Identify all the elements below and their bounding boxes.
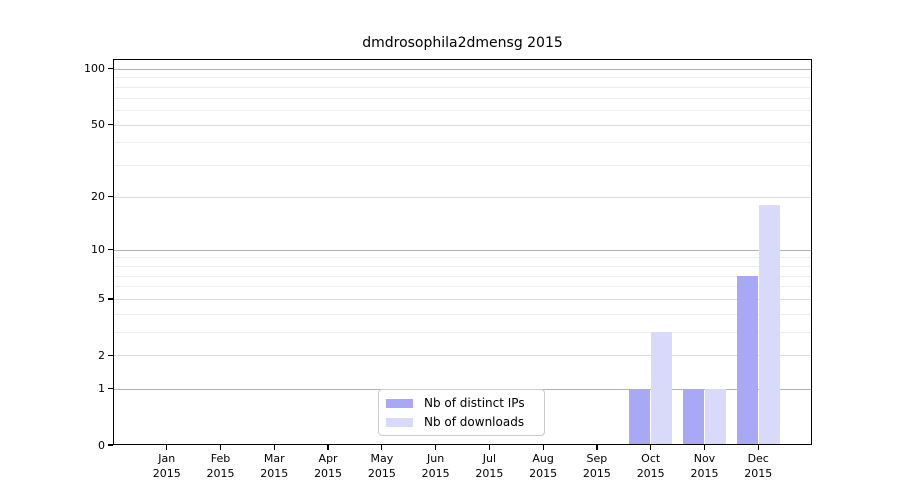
legend-label: Nb of distinct IPs: [424, 396, 525, 410]
y-tick-label-50: 50: [91, 118, 105, 132]
y-tick-label-100: 100: [84, 62, 105, 76]
x-tick-mark-5: [435, 445, 437, 450]
gridline-minor-90: [113, 77, 812, 79]
x-tick-label-0: Jan 2015: [152, 452, 181, 480]
gridline-minor-7: [113, 275, 812, 277]
x-tick-label-11: Dec 2015: [744, 452, 773, 480]
x-tick-label-5: Jun 2015: [421, 452, 450, 480]
bar-downloads-dec-2015: [758, 205, 780, 445]
x-tick-label-6: Jul 2015: [475, 452, 504, 480]
y-tick-mark-1: [108, 387, 113, 390]
bar-downloads-oct-2015: [651, 332, 673, 445]
gridline-minor-9: [113, 257, 812, 259]
y-tick-label-2: 2: [98, 348, 105, 362]
gridline-minor-30: [113, 165, 812, 167]
y-tick-mark-5: [108, 298, 113, 300]
legend-entry: Nb of downloads: [386, 414, 537, 430]
x-tick-mark-3: [327, 445, 329, 450]
gridline-minor-70: [113, 97, 812, 99]
y-tick-mark-10: [108, 248, 113, 251]
y-tick-label-0: 0: [98, 438, 105, 452]
gridline-minor-80: [113, 86, 812, 88]
y-tick-mark-20: [108, 196, 113, 198]
bar-distinct-ips-dec-2015: [736, 275, 758, 445]
gridline-minor-40: [113, 142, 812, 144]
y-tick-label-1: 1: [98, 382, 105, 395]
gridline-minor-60: [113, 109, 812, 111]
legend-swatch-distinct-ips: [386, 398, 413, 408]
x-tick-label-8: Sep 2015: [582, 452, 611, 480]
x-tick-label-4: May 2015: [367, 452, 396, 480]
bar-distinct-ips-oct-2015: [629, 388, 651, 445]
plot-area: Nb of distinct IPs Nb of downloads: [113, 59, 812, 445]
x-tick-label-1: Feb 2015: [206, 452, 235, 480]
x-tick-mark-2: [273, 445, 275, 450]
y-tick-mark-50: [108, 123, 113, 126]
x-tick-mark-1: [219, 445, 222, 450]
gridline-100: [113, 68, 812, 71]
gridline-minor-3: [113, 332, 812, 334]
x-tick-mark-10: [703, 445, 706, 450]
y-tick-label-20: 20: [91, 190, 105, 204]
plot-frame: [113, 59, 812, 445]
legend-label: Nb of downloads: [424, 415, 525, 429]
chart-title: dmdrosophila2dmensg 2015: [362, 35, 563, 51]
gridline-minor-8: [113, 265, 812, 267]
x-tick-mark-7: [542, 445, 544, 450]
gridline-minor-6: [113, 286, 812, 288]
x-tick-mark-6: [488, 445, 490, 450]
x-tick-label-7: Aug 2015: [529, 452, 558, 480]
x-tick-label-2: Mar 2015: [260, 452, 289, 480]
x-tick-mark-0: [166, 445, 168, 450]
x-tick-label-9: Oct 2015: [636, 452, 665, 480]
y-tick-mark-0: [108, 444, 113, 446]
x-tick-mark-4: [381, 445, 383, 450]
gridline-minor-4: [113, 313, 812, 315]
x-tick-mark-8: [596, 445, 598, 450]
x-tick-label-3: Apr 2015: [314, 452, 343, 480]
gridline-5: [113, 298, 812, 300]
bar-distinct-ips-nov-2015: [682, 388, 704, 445]
gridline-50: [113, 124, 812, 126]
x-tick-label-10: Nov 2015: [690, 452, 719, 480]
bar-downloads-nov-2015: [704, 388, 726, 445]
legend: Nb of distinct IPs Nb of downloads: [378, 389, 545, 436]
y-tick-label-10: 10: [91, 243, 105, 257]
x-tick-mark-11: [757, 445, 759, 450]
gridline-20: [113, 196, 812, 198]
gridline-2: [113, 355, 812, 357]
x-tick-mark-9: [650, 445, 652, 450]
y-tick-mark-100: [108, 68, 113, 70]
legend-entry: Nb of distinct IPs: [386, 395, 537, 411]
y-tick-label-5: 5: [98, 292, 105, 306]
gridline-10: [113, 249, 812, 251]
legend-swatch-downloads: [386, 417, 413, 427]
y-tick-mark-2: [108, 354, 113, 357]
